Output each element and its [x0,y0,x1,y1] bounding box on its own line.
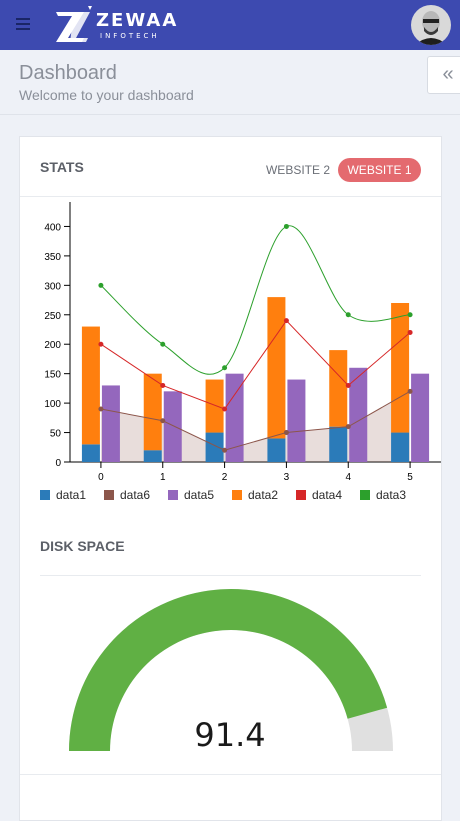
point-data3 [283,223,289,229]
y-tick-label: 200 [44,340,61,351]
hamburger-icon[interactable] [16,18,30,30]
bar-data5 [163,391,182,462]
x-tick-label: 0 [98,472,104,482]
bar-data1 [205,432,224,462]
legend-swatch [40,490,50,500]
double-chevron-left-icon[interactable]: « [427,56,460,94]
point-data4 [98,341,104,347]
stats-divider [20,196,441,197]
legend-label: data6 [120,488,151,502]
disk-bottom-divider [20,774,441,775]
top-navbar: ZEWAA INFOTECH [0,0,460,50]
point-data4 [345,382,351,388]
legend-swatch [232,490,242,500]
bar-data1 [143,450,162,462]
y-tick-label: 350 [44,252,61,263]
stats-title: STATS [40,159,84,175]
logo-text: ZEWAA [96,10,179,31]
x-tick-label: 2 [222,472,228,482]
bar-data5 [411,373,430,462]
bar-data1 [391,432,410,462]
bar-data1 [329,426,348,462]
bar-data2 [143,373,162,451]
user-avatar[interactable] [411,5,451,45]
legend-label: data3 [376,488,407,502]
series-data6-line [100,390,411,451]
y-tick-label: 100 [44,399,61,410]
bar-data5 [225,373,244,462]
y-tick-label: 0 [55,458,61,469]
avatar-icon [411,5,451,45]
disk-card: DISK SPACE 91.4 [19,516,442,821]
bar-data5 [349,367,368,462]
x-tick-label: 4 [345,472,351,482]
point-data3 [98,282,104,288]
legend-label: data1 [56,488,87,502]
x-tick-label: 1 [160,472,166,482]
y-tick-label: 50 [50,429,62,440]
legend-label: data4 [312,488,343,502]
legend-label: data2 [248,488,279,502]
series-data4-line [100,319,411,410]
x-tick-label: 3 [284,472,290,482]
y-tick-label: 300 [44,281,61,292]
stats-card: STATS WEBSITE 2 WEBSITE 1 0 50 100 150 200 25… [19,136,442,518]
disk-gauge [69,588,393,751]
gauge-fill [69,588,388,751]
point-data6 [345,424,351,430]
page-header [0,50,460,115]
bar-data2 [267,297,286,439]
point-data3 [407,312,413,318]
stats-chart: 0 50 100 150 200 250 300 350 400 0 1 2 3 4 5 [44,202,441,482]
bar-data5 [101,385,120,462]
tab-website-2[interactable]: WEBSITE 2 [265,163,330,177]
bar-data2 [205,379,224,433]
bar-data2 [81,326,100,445]
bar-data1 [267,438,286,462]
y-tick-label: 250 [44,311,61,322]
legend-swatch [168,490,178,500]
point-data4 [283,318,289,324]
disk-divider [40,575,421,576]
disk-title: DISK SPACE [40,538,125,554]
point-data3 [160,341,166,347]
brand-logo[interactable]: ZEWAA INFOTECH [54,6,176,44]
legend-swatch [104,490,114,500]
legend-swatch [296,490,306,500]
point-data3 [222,365,228,371]
x-tick-label: 5 [407,472,413,482]
bar-data5 [287,379,306,462]
y-tick-label: 400 [44,222,61,233]
tab-website-1[interactable]: WEBSITE 1 [338,158,421,182]
point-data4 [407,329,413,335]
point-data6 [407,388,413,394]
point-data3 [345,312,351,318]
bar-data2 [329,350,348,427]
point-data6 [98,406,104,412]
legend-swatch [360,490,370,500]
bar-data1 [81,444,100,462]
point-data6 [283,430,289,436]
point-data6 [160,418,166,424]
legend-label: data5 [184,488,215,502]
y-tick-label: 150 [44,370,61,381]
series-data3-line [100,225,411,375]
point-data6 [222,447,228,453]
page-title: Dashboard [19,62,117,84]
logo-subtext: INFOTECH [100,32,160,40]
point-data4 [222,406,228,412]
bar-data2 [391,303,410,433]
gauge-value: 91.4 [194,716,266,754]
logo-mark-icon [56,6,92,42]
point-data4 [160,382,166,388]
page-subtitle: Welcome to your dashboard [19,87,194,103]
